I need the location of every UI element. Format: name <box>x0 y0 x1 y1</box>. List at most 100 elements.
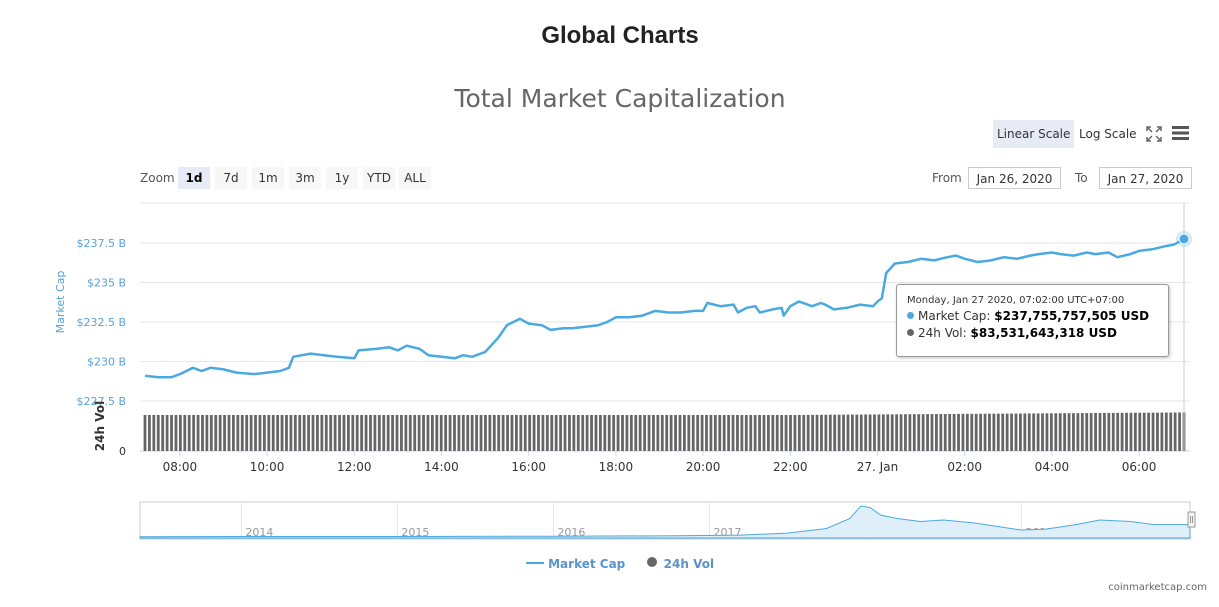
volume-bar <box>271 415 275 451</box>
zoom-all-button[interactable]: ALL <box>399 167 431 189</box>
volume-bar <box>594 415 598 451</box>
volume-bar <box>232 415 235 451</box>
zoom-7d-button[interactable]: 7d <box>215 167 247 189</box>
volume-bar <box>948 413 952 451</box>
volume-bar <box>448 415 452 451</box>
volume-bar <box>988 413 991 451</box>
volume-bar <box>1001 413 1005 451</box>
volume-bar <box>209 415 213 451</box>
x-tick-label: 20:00 <box>686 460 721 474</box>
volume-bar <box>1045 413 1049 451</box>
zoom-1m-button[interactable]: 1m <box>252 167 284 189</box>
to-date-input[interactable]: Jan 27, 2020 <box>1099 167 1192 189</box>
volume-bar <box>1063 413 1067 451</box>
volume-bar <box>298 415 302 451</box>
volume-bar <box>519 415 523 451</box>
volume-bar <box>881 414 885 451</box>
volume-bar <box>1138 412 1142 451</box>
volume-bar <box>333 415 337 451</box>
volume-bar <box>545 415 549 451</box>
volume-bar <box>541 415 545 451</box>
volume-bar <box>501 415 505 451</box>
volume-bar <box>1023 413 1027 451</box>
volume-bar <box>859 414 863 451</box>
volume-bar <box>342 415 346 451</box>
volume-bar <box>351 415 355 451</box>
volume-bar <box>851 414 854 451</box>
volume-bar <box>1067 413 1071 451</box>
zoom-ytd-button[interactable]: YTD <box>363 167 395 189</box>
volume-bar <box>904 414 907 451</box>
volume-bar <box>930 414 934 451</box>
from-date-input[interactable]: Jan 26, 2020 <box>968 167 1061 189</box>
volume-bar <box>183 415 187 451</box>
volume-bar <box>223 415 226 451</box>
volume-bar <box>647 415 651 451</box>
volume-bar <box>775 415 779 451</box>
volume-bar <box>249 415 253 451</box>
market-cap-line <box>144 237 1185 379</box>
volume-bar <box>660 415 664 451</box>
legend-market-cap[interactable]: Market Cap <box>525 557 626 571</box>
volume-bar <box>581 415 585 451</box>
volume-bar <box>598 415 602 451</box>
volume-bar <box>470 415 474 451</box>
menu-icon[interactable] <box>1171 125 1191 146</box>
volume-bar <box>435 415 439 451</box>
volume-bar <box>373 415 377 451</box>
volume-bar <box>603 415 607 451</box>
linear-scale-button[interactable]: Linear Scale <box>993 120 1075 148</box>
legend-line-icon <box>525 562 544 564</box>
volume-bar <box>974 413 978 451</box>
volume-bar <box>705 415 708 451</box>
volume-bar <box>1107 412 1111 451</box>
legend-market-cap-label: Market Cap <box>548 557 626 571</box>
y-tick-label: $235 B <box>87 277 126 290</box>
volume-bar <box>484 415 487 451</box>
volume-bar <box>466 415 470 451</box>
zoom-1d-button[interactable]: 1d <box>178 167 210 189</box>
y-tick-label: $237.5 B <box>76 237 126 250</box>
volume-bar <box>395 415 399 451</box>
volume-bar <box>669 415 673 451</box>
zoom-1y-button[interactable]: 1y <box>326 167 358 189</box>
log-scale-button[interactable]: Log Scale <box>1079 127 1137 141</box>
volume-bar <box>722 415 726 451</box>
zoom-3m-button[interactable]: 3m <box>289 167 321 189</box>
credits[interactable]: coinmarketcap.com <box>1108 582 1207 593</box>
volume-bar <box>1005 413 1009 451</box>
x-tick-label: 06:00 <box>1122 460 1157 474</box>
x-tick-label: 18:00 <box>599 460 634 474</box>
volume-bar <box>201 415 204 451</box>
volume-bar <box>846 414 850 451</box>
volume-bar <box>1133 412 1137 451</box>
volume-bar <box>965 413 969 451</box>
fullscreen-icon[interactable] <box>1146 126 1162 147</box>
volume-bar <box>837 414 841 451</box>
tooltip-vol: 24h Vol: $83,531,643,318 USD <box>907 326 1168 340</box>
volume-bar <box>1014 413 1018 451</box>
volume-bar <box>258 415 262 451</box>
volume-bar <box>324 415 328 451</box>
volume-bar <box>828 414 832 451</box>
legend-vol[interactable]: 24h Vol <box>645 556 714 571</box>
volume-bar <box>842 414 845 451</box>
volume-bar <box>444 415 448 451</box>
volume-bar <box>320 415 324 451</box>
market-cap-chart[interactable]: $237.5 B $235 B $232.5 B $230 B $227.5 B Mark… <box>0 195 1219 545</box>
volume-bar <box>638 415 642 451</box>
volume-bar <box>1058 413 1062 451</box>
volume-bar <box>479 415 483 451</box>
x-tick-label: 08:00 <box>163 460 198 474</box>
volume-bar <box>996 413 1000 451</box>
volume-bar <box>218 415 222 451</box>
volume-bar <box>475 415 478 451</box>
volume-bar <box>528 415 532 451</box>
legend-vol-label: 24h Vol <box>663 557 715 571</box>
tooltip-date: Monday, Jan 27 2020, 07:02:00 UTC+07:00 <box>907 295 1125 306</box>
volume-bar <box>1147 412 1151 451</box>
volume-bar <box>165 415 169 451</box>
volume-bar <box>758 415 761 451</box>
volume-bar <box>890 414 894 451</box>
volume-bar <box>762 415 766 451</box>
